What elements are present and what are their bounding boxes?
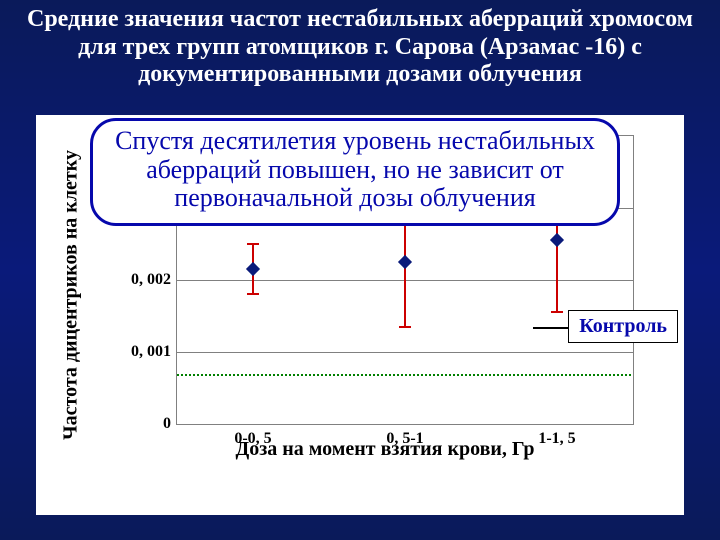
x-axis-label: Доза на момент взятия крови, Гр: [235, 438, 534, 461]
y-tick-label: 0, 002: [131, 271, 177, 289]
slide-title: Средние значения частот нестабильных абе…: [0, 0, 720, 93]
data-marker: [550, 233, 564, 247]
y-axis-label: Частота дицентриков на клетку: [60, 150, 83, 440]
y-tick-label: 0, 001: [131, 343, 177, 361]
callout-box: Спустя десятилетия уровень нестабильных …: [90, 118, 620, 226]
error-cap: [551, 311, 563, 313]
y-tick-label: 0: [163, 415, 177, 433]
error-cap: [247, 243, 259, 245]
control-line: [177, 374, 631, 376]
legend-control: Контроль: [568, 310, 678, 343]
error-cap: [399, 326, 411, 328]
legend-label: Контроль: [579, 315, 667, 337]
x-tick-label: 1-1, 5: [538, 424, 575, 448]
data-marker: [398, 255, 412, 269]
slide-root: Средние значения частот нестабильных абе…: [0, 0, 720, 540]
data-marker: [246, 262, 260, 276]
error-cap: [247, 293, 259, 295]
grid-line: [177, 352, 633, 353]
